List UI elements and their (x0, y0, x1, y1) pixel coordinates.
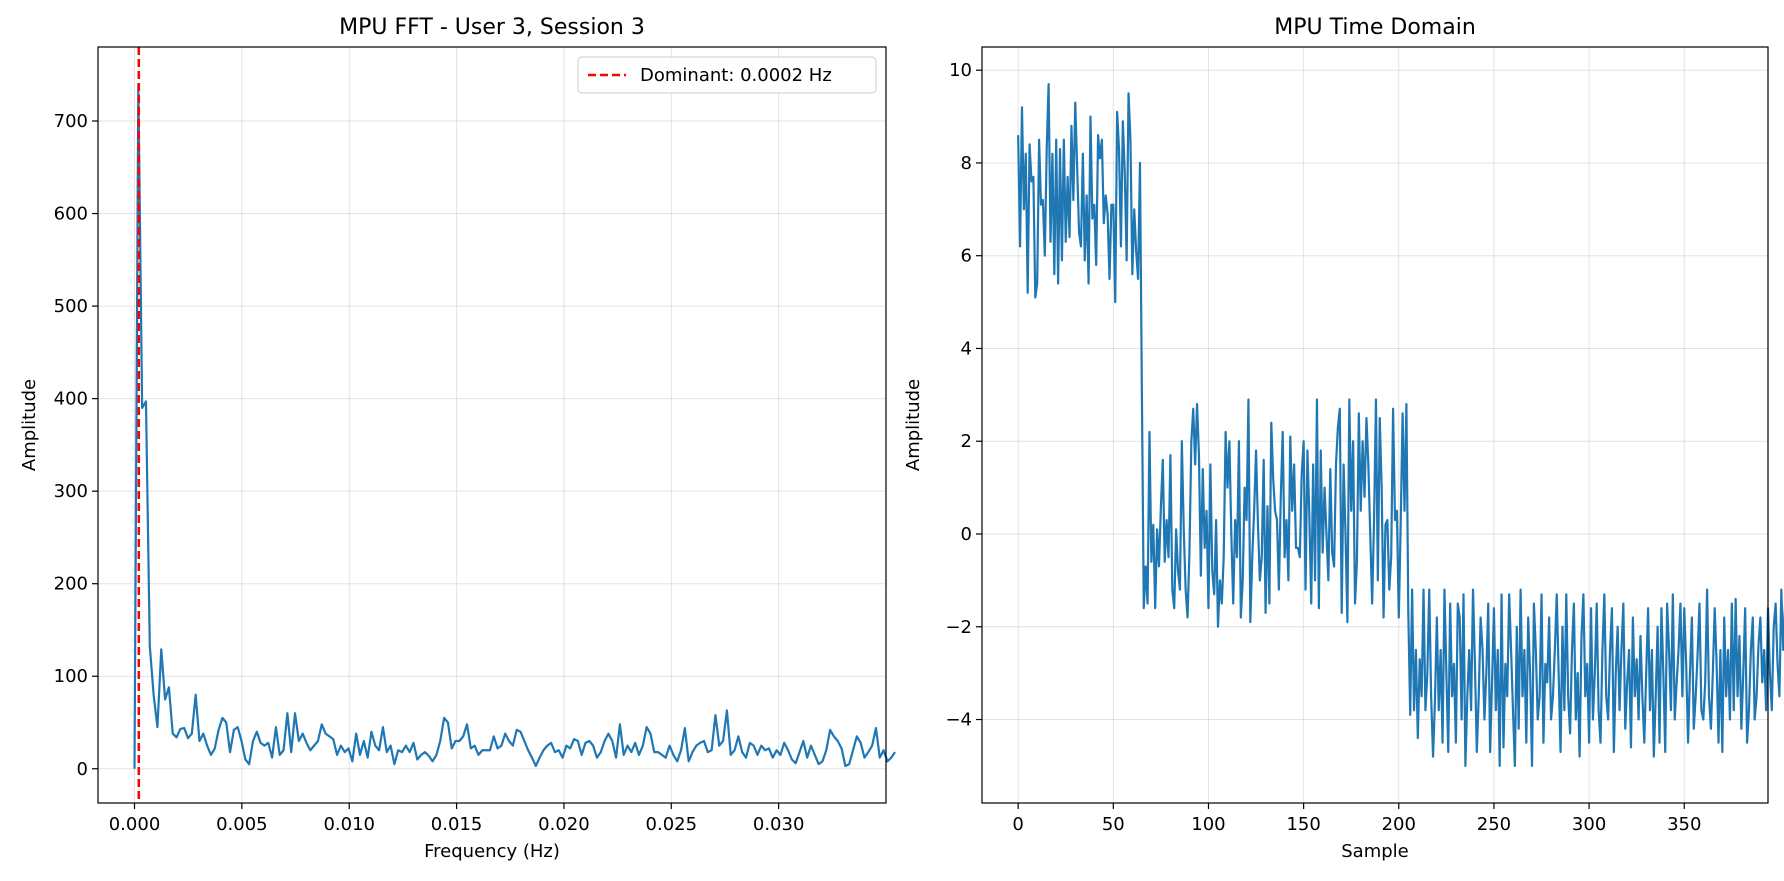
time-chart-title: MPU Time Domain (1274, 15, 1476, 40)
fft-y-ticks: 0 100 200 300 400 500 600 700 (54, 111, 98, 780)
fft-y-tick-label: 500 (54, 296, 88, 317)
time-x-ticks: 0 50 100 150 200 250 300 350 (1012, 803, 1701, 835)
fft-x-tick-label: 0.025 (646, 814, 698, 835)
fft-panel: 0.000 0.005 0.010 0.015 0.020 0.025 0.030 0 100… (19, 15, 896, 862)
time-series-line-0 (1017, 82, 1784, 768)
fft-y-axis-label: Amplitude (19, 379, 40, 471)
time-panel: 0 50 100 150 200 250 300 350 −4 −2 0 2 4 6 8 10 MPU Ti… (903, 15, 1784, 862)
time-grid (982, 47, 1768, 803)
time-y-tick-label: 2 (961, 431, 972, 452)
fft-x-tick-label: 0.020 (538, 814, 590, 835)
time-y-tick-label: 8 (961, 153, 972, 174)
fft-legend-box (577, 56, 877, 94)
fft-y-tick-label: 700 (54, 111, 88, 132)
fft-y-tick-label: 400 (54, 389, 88, 410)
fft-x-tick-label: 0.000 (109, 814, 161, 835)
fft-y-tick-label: 600 (54, 204, 88, 225)
time-x-tick-label: 200 (1382, 814, 1416, 835)
fft-y-tick-label: 100 (54, 666, 88, 687)
time-x-tick-label: 350 (1667, 814, 1701, 835)
fft-y-tick-label: 200 (54, 574, 88, 595)
time-axes-frame (981, 46, 1769, 804)
time-x-tick-label: 250 (1477, 814, 1511, 835)
time-y-tick-label: 0 (961, 524, 972, 545)
time-x-tick-label: 150 (1286, 814, 1320, 835)
fft-x-axis-label: Frequency (Hz) (424, 841, 560, 862)
fft-x-ticks: 0.000 0.005 0.010 0.015 0.020 0.025 0.030 (109, 803, 805, 835)
fft-x-tick-label: 0.005 (216, 814, 268, 835)
time-x-tick-label: 50 (1102, 814, 1125, 835)
fft-x-tick-label: 0.015 (431, 814, 483, 835)
fft-x-tick-label: 0.030 (753, 814, 805, 835)
time-y-axis-label: Amplitude (903, 379, 924, 471)
fft-series-layer (133, 82, 896, 769)
fft-series-line-0 (133, 82, 896, 769)
fft-x-tick-label: 0.010 (323, 814, 375, 835)
fft-plot-area (98, 47, 886, 803)
fft-legend: Dominant: 0.0002 Hz (577, 56, 877, 94)
fft-axes-frame (97, 46, 887, 804)
time-y-tick-label: 10 (949, 60, 972, 81)
time-y-ticks: −4 −2 0 2 4 6 8 10 (945, 60, 982, 731)
fft-grid (98, 47, 886, 803)
fft-y-tick-label: 0 (77, 759, 88, 780)
time-x-tick-label: 100 (1191, 814, 1225, 835)
time-x-tick-label: 0 (1012, 814, 1023, 835)
time-y-tick-label: −4 (945, 710, 972, 731)
time-y-tick-label: 6 (961, 246, 972, 267)
time-y-tick-label: 4 (961, 338, 972, 359)
time-x-axis-label: Sample (1341, 841, 1409, 862)
time-series-layer (1017, 82, 1784, 768)
fft-legend-entry: Dominant: 0.0002 Hz (640, 65, 832, 86)
fft-y-tick-label: 300 (54, 481, 88, 502)
time-x-tick-label: 300 (1572, 814, 1606, 835)
time-y-tick-label: −2 (945, 617, 972, 638)
fft-chart-title: MPU FFT - User 3, Session 3 (339, 15, 645, 40)
